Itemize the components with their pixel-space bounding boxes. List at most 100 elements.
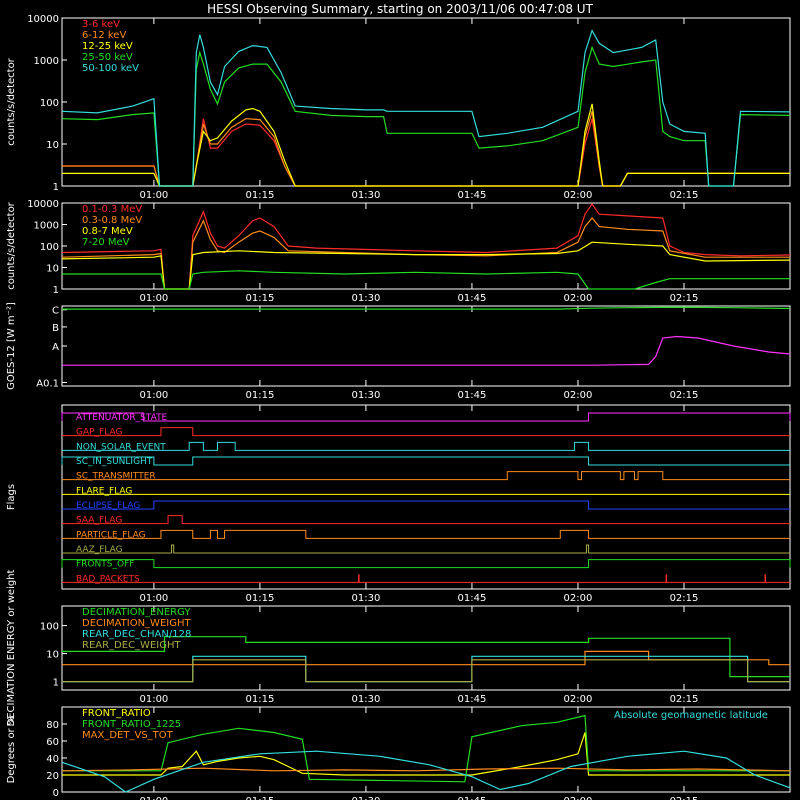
y-tick-label: 1 [53, 678, 59, 689]
flag-label: SC_TRANSMITTER [76, 472, 156, 482]
y-tick-label: 60 [46, 737, 59, 748]
y-axis-label: counts/s/detector [6, 57, 17, 145]
panel-frame [61, 202, 791, 290]
flag-line [61, 412, 791, 422]
panel-frame [61, 17, 791, 187]
legend-entry: 7-20 MeV [82, 237, 130, 248]
time-tick-label: 01:15 [245, 190, 274, 201]
y-axis-label: GOES-12 [W m⁻²] [6, 302, 17, 390]
series-line-1 [62, 111, 790, 187]
y-axis-label: Flags [6, 484, 17, 510]
y-tick-label: 100 [40, 98, 59, 109]
series-line-1 [62, 335, 791, 366]
legend-entry: 25-50 keV [82, 52, 133, 63]
flag-label: BAD_PACKETS [76, 574, 140, 584]
panel-lo: 01:00 01:15 01:30 01:45 02:00 02:15 counts/s/d… [6, 14, 791, 201]
y-tick-label: 10 [46, 140, 59, 151]
panel-hi: 01:00 01:15 01:30 01:45 02:00 02:15 counts/s/d… [6, 199, 791, 304]
flag-line [62, 471, 790, 481]
flag-label: GAP_FLAG [76, 428, 122, 438]
time-tick-label: 01:00 [139, 593, 168, 604]
time-tick-label: 01:45 [458, 390, 487, 401]
legend-entry: 0.8-7 MeV [82, 226, 133, 237]
time-tick-label: 01:30 [352, 390, 381, 401]
series-line-0 [62, 306, 791, 310]
flag-label: FRONTS_OFF [76, 560, 134, 570]
y-tick-label: 100 [40, 242, 59, 253]
legend-entry: 6-12 keV [82, 30, 126, 41]
geomagnetic-latitude-annotation: Absolute geomagnetic latitude [614, 710, 768, 721]
time-tick-label: 02:15 [670, 796, 699, 800]
time-tick-label: 01:30 [352, 796, 381, 800]
time-tick-label: 01:00 [139, 190, 168, 201]
flag-label: AAZ_FLAG [76, 545, 123, 555]
y-tick-label: 0 [53, 788, 59, 799]
legend-entry: 50-100 keV [82, 63, 139, 74]
legend-entry: REAR_DEC_CHAN/128 [82, 629, 191, 640]
series-line-0 [62, 118, 790, 187]
time-tick-label: 01:45 [458, 694, 487, 705]
panel-goes: 01:00 01:15 01:30 01:45 02:00 02:15 GOES-12 [W… [6, 302, 791, 401]
y-tick-label: A [52, 342, 59, 353]
y-tick-label: A0.1 [36, 378, 59, 389]
legend-entry: 12-25 keV [82, 41, 133, 52]
series-line-2 [62, 103, 790, 187]
y-tick-label: 40 [46, 754, 59, 765]
time-tick-label: 01:15 [245, 796, 274, 800]
series-line-0 [62, 732, 790, 776]
flag-line [62, 441, 790, 451]
time-tick-label: 02:15 [670, 694, 699, 705]
flag-line [62, 515, 790, 525]
time-tick-label: 01:30 [352, 694, 381, 705]
flag-line [62, 500, 790, 510]
legend-entry: 0.3-0.8 MeV [82, 215, 142, 226]
y-axis-label: DECIMATION ENERGY or weight [6, 569, 17, 726]
y-tick-label: 10000 [27, 199, 59, 210]
y-tick-label: C [52, 306, 59, 317]
time-tick-label: 02:00 [564, 293, 593, 304]
panel-ratio: 01:00 01:15 01:30 01:45 02:00 02:15 Degrees or… [6, 706, 791, 800]
y-tick-label: 1000 [34, 56, 59, 67]
time-tick-label: 02:00 [564, 190, 593, 201]
y-tick-label: 1 [53, 182, 59, 193]
panel-frame [61, 605, 791, 691]
time-tick-label: 01:45 [458, 796, 487, 800]
y-axis-label: Degrees or % [6, 716, 17, 784]
y-tick-label: 10 [46, 264, 59, 275]
y-tick-label: 1 [53, 285, 59, 296]
time-tick-label: 01:00 [139, 694, 168, 705]
flag-label: FLARE_FLAG [76, 486, 132, 496]
y-tick-label: 10000 [27, 14, 59, 25]
series-line-3 [62, 270, 790, 290]
time-tick-label: 01:45 [458, 293, 487, 304]
legend-entry: FRONT_RATIO [82, 708, 151, 719]
time-tick-label: 02:15 [670, 190, 699, 201]
series-line-3 [61, 750, 791, 793]
time-tick-label: 01:00 [139, 390, 168, 401]
time-tick-label: 01:30 [352, 190, 381, 201]
time-tick-label: 01:30 [352, 293, 381, 304]
y-tick-label: B [52, 323, 59, 334]
y-tick-label: 100 [40, 622, 59, 633]
time-tick-label: 02:15 [670, 593, 699, 604]
time-tick-label: 02:15 [670, 293, 699, 304]
y-tick-label: 10 [46, 650, 59, 661]
legend-entry: FRONT_RATIO_1225 [82, 719, 181, 730]
flag-line [61, 559, 791, 569]
series-line-0 [62, 636, 790, 678]
y-tick-label: 1000 [34, 221, 59, 232]
panel-frame [61, 305, 791, 387]
panel-frame [61, 404, 791, 590]
time-tick-label: 01:15 [245, 293, 274, 304]
time-tick-label: 01:15 [245, 390, 274, 401]
time-tick-label: 01:30 [352, 593, 381, 604]
time-tick-label: 01:15 [245, 593, 274, 604]
time-tick-label: 01:00 [139, 293, 168, 304]
flag-label: SC_IN_SUNLIGHT [76, 457, 153, 467]
flag-line [62, 427, 790, 437]
series-line-1 [62, 650, 790, 666]
panel-flags: 01:00 01:15 01:30 01:45 02:00 02:15 Flags ATTEN… [6, 404, 791, 604]
time-tick-label: 01:45 [458, 190, 487, 201]
time-tick-label: 02:00 [564, 390, 593, 401]
panel-frame [61, 706, 791, 793]
